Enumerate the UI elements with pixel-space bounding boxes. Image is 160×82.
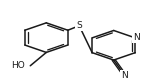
Text: N: N bbox=[133, 33, 139, 42]
Text: HO: HO bbox=[11, 61, 25, 70]
Text: S: S bbox=[76, 21, 82, 30]
Text: N: N bbox=[121, 71, 128, 80]
